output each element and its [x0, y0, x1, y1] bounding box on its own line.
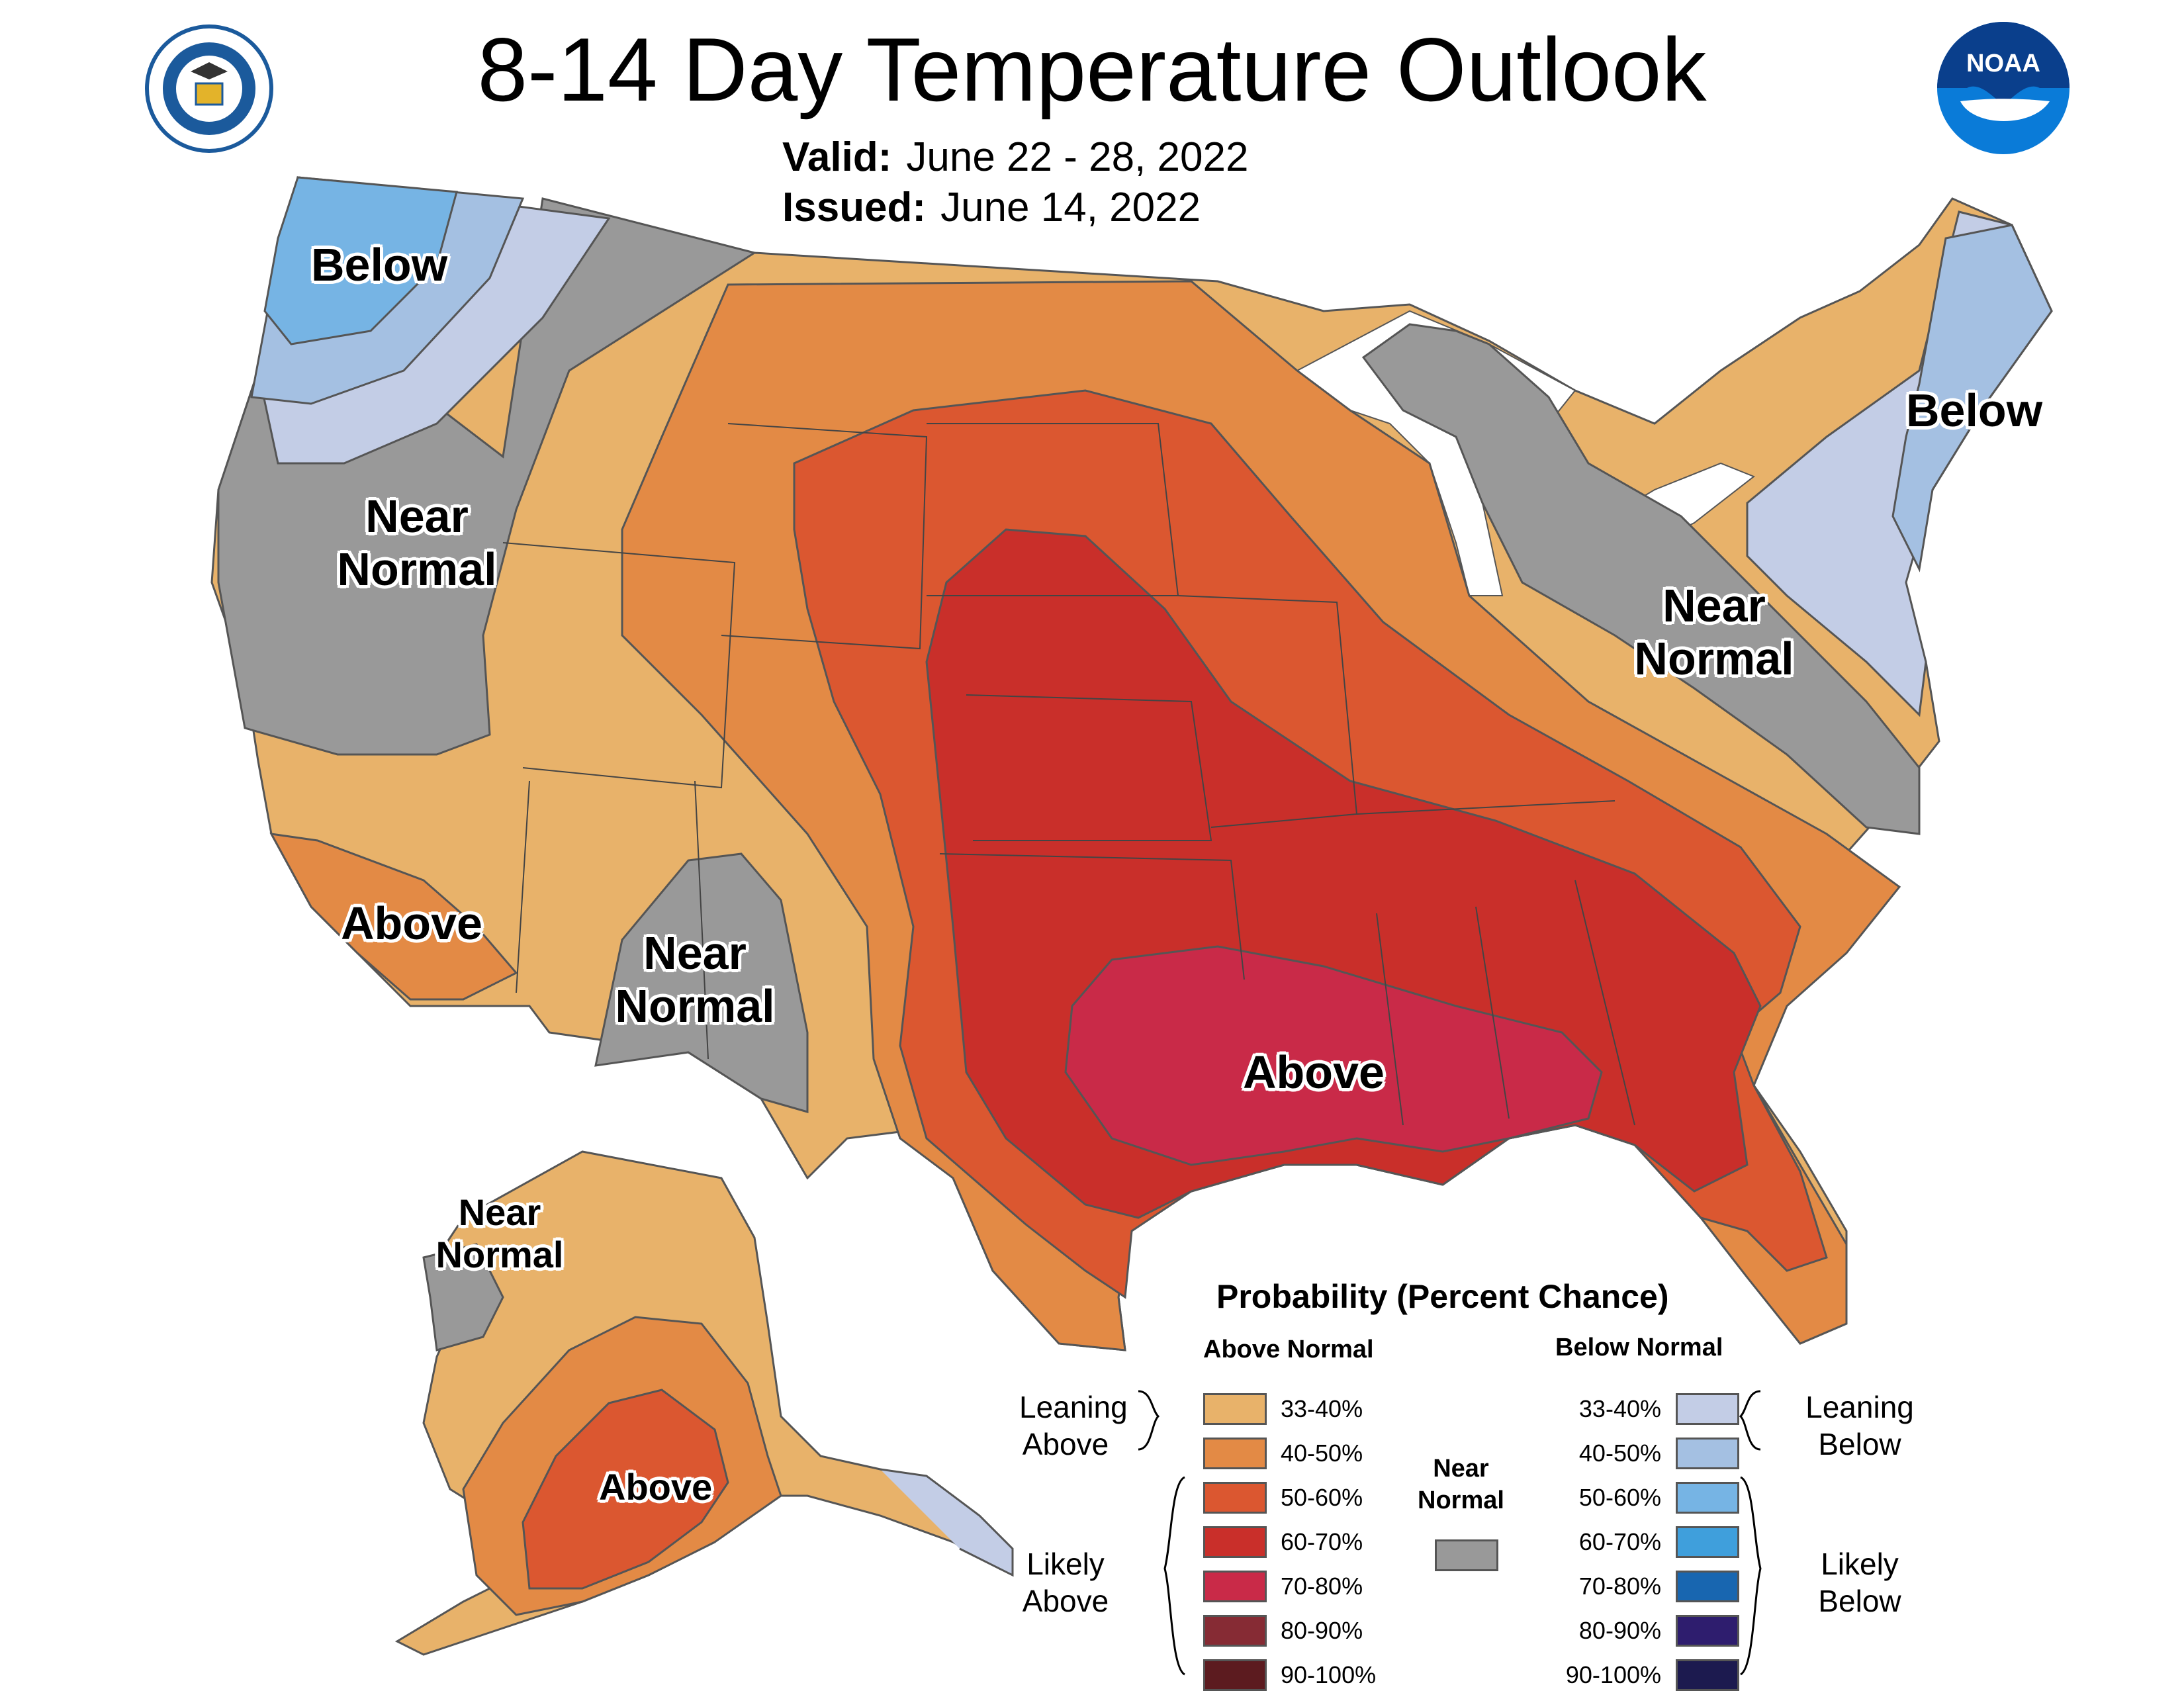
legend-below-swatch-label: 60-70%: [1578, 1528, 1661, 1555]
legend-likely-below-2: Below: [1818, 1584, 1901, 1618]
legend-above-swatch: [1203, 1571, 1267, 1602]
legend-above-swatch: [1203, 1482, 1267, 1514]
noaa-logo: NOAA: [1937, 22, 2070, 154]
legend-below-swatch-label: 40-50%: [1578, 1440, 1661, 1467]
legend-likely-below-1: Likely: [1821, 1547, 1899, 1581]
legend-leaning-above-2: Above: [1022, 1427, 1109, 1461]
label-ak-above: Above: [599, 1466, 713, 1508]
legend-above-swatch-label: 60-70%: [1281, 1528, 1363, 1555]
legend-below-swatch: [1676, 1393, 1739, 1425]
legend-below-swatch-label: 90-100%: [1565, 1661, 1661, 1688]
label-ak-near: Near Normal: [424, 1191, 576, 1276]
legend-leaning-below-2: Below: [1818, 1427, 1901, 1461]
legend-above-swatch-label: 70-80%: [1281, 1573, 1363, 1600]
label-nw-below: Below: [311, 239, 448, 291]
legend-above-swatch: [1203, 1526, 1267, 1558]
legend-below-swatch-label: 50-60%: [1578, 1484, 1661, 1511]
state-lines: [502, 423, 1635, 1126]
noaa-logo-text: NOAA: [1966, 50, 2040, 77]
legend-likely-above-2: Above: [1022, 1584, 1109, 1618]
label-south-above: Above: [1243, 1046, 1385, 1098]
label-sw-near-line2: Normal: [615, 980, 775, 1032]
label-ne-below: Below: [1906, 385, 2043, 436]
legend-below-swatch: [1676, 1438, 1739, 1469]
label-ohio-near: Near Normal: [1615, 579, 1813, 685]
alaska-panhandle: [880, 1468, 1014, 1577]
legend-below-swatch-label: 70-80%: [1578, 1573, 1661, 1600]
label-ak-near-line2: Normal: [435, 1234, 564, 1275]
legend-above-swatch: [1203, 1438, 1267, 1469]
legend-below-swatch: [1676, 1571, 1739, 1602]
label-ak-near-line1: Near: [458, 1191, 541, 1233]
legend-title: Probability (Percent Chance): [1216, 1278, 1669, 1315]
legend-above-swatch: [1203, 1615, 1267, 1647]
department-of-commerce-seal: [145, 24, 273, 153]
legend-above-swatch-label: 40-50%: [1281, 1440, 1363, 1467]
legend-below-swatch-label: 33-40%: [1578, 1395, 1661, 1422]
zone-below-ne-inner: [1891, 224, 2053, 572]
label-sw-near: Near Normal: [602, 927, 788, 1032]
issued-value: June 14, 2022: [940, 185, 1201, 230]
legend-leaning-below-1: Leaning: [1805, 1390, 1914, 1424]
valid-value: June 22 - 28, 2022: [906, 134, 1249, 180]
zone-below-nw-inner: [263, 176, 458, 345]
issued-label: Issued:: [782, 185, 927, 230]
valid-label: Valid:: [782, 134, 892, 180]
legend-leaning-below: Leaning Below: [1794, 1389, 1926, 1463]
legend-above-swatch: [1203, 1393, 1267, 1425]
zone-above-70-80: [1064, 945, 1603, 1166]
legend-near-2: Normal: [1418, 1486, 1504, 1514]
page-title: 8-14 Day Temperature Outlook: [477, 19, 1707, 120]
legend-above-swatch-label: 50-60%: [1281, 1484, 1363, 1511]
label-west-near-line1: Near: [365, 490, 469, 542]
label-ohio-near-line1: Near: [1662, 580, 1766, 631]
legend-leaning-above-1: Leaning: [1019, 1390, 1128, 1424]
legend-above-swatch-label: 80-90%: [1281, 1617, 1363, 1644]
legend-above-swatch: [1203, 1659, 1267, 1691]
legend-near-1: Near: [1433, 1455, 1489, 1483]
legend-below-swatch: [1676, 1615, 1739, 1647]
legend-likely-below: Likely Below: [1794, 1545, 1926, 1620]
label-ohio-near-line2: Normal: [1634, 633, 1794, 684]
valid-dates: Valid: June 22 - 28, 2022 Issued: June 14,…: [782, 132, 1248, 233]
zone-near-sw: [594, 852, 809, 1113]
label-west-near-line2: Normal: [337, 543, 497, 595]
legend-below-swatch: [1676, 1659, 1739, 1691]
legend-below-swatch-label: 80-90%: [1578, 1617, 1661, 1644]
label-ca-above: Above: [341, 897, 482, 949]
legend-above-header: Above Normal: [1203, 1336, 1374, 1363]
legend-leaning-above: Leaning Above: [1019, 1389, 1128, 1463]
legend-below-swatch: [1676, 1526, 1739, 1558]
legend-near-normal-swatch: [1435, 1539, 1498, 1571]
legend-near-normal: Near Normal: [1418, 1453, 1504, 1516]
label-sw-near-line1: Near: [643, 927, 747, 979]
legend-likely-above: Likely Above: [1019, 1545, 1112, 1620]
legend-above-swatch-label: 33-40%: [1281, 1395, 1363, 1422]
alaska-near: [422, 1243, 504, 1351]
label-west-near: Near Normal: [324, 490, 510, 596]
alaska-50-60: [522, 1389, 729, 1590]
legend-below-swatch: [1676, 1482, 1739, 1514]
legend-above-swatch-label: 90-100%: [1281, 1661, 1377, 1688]
legend-likely-above-1: Likely: [1026, 1547, 1105, 1581]
zone-ca-above: [269, 833, 518, 1001]
legend-below-header: Below Normal: [1555, 1334, 1723, 1361]
zone-near-east: [1361, 323, 1921, 835]
